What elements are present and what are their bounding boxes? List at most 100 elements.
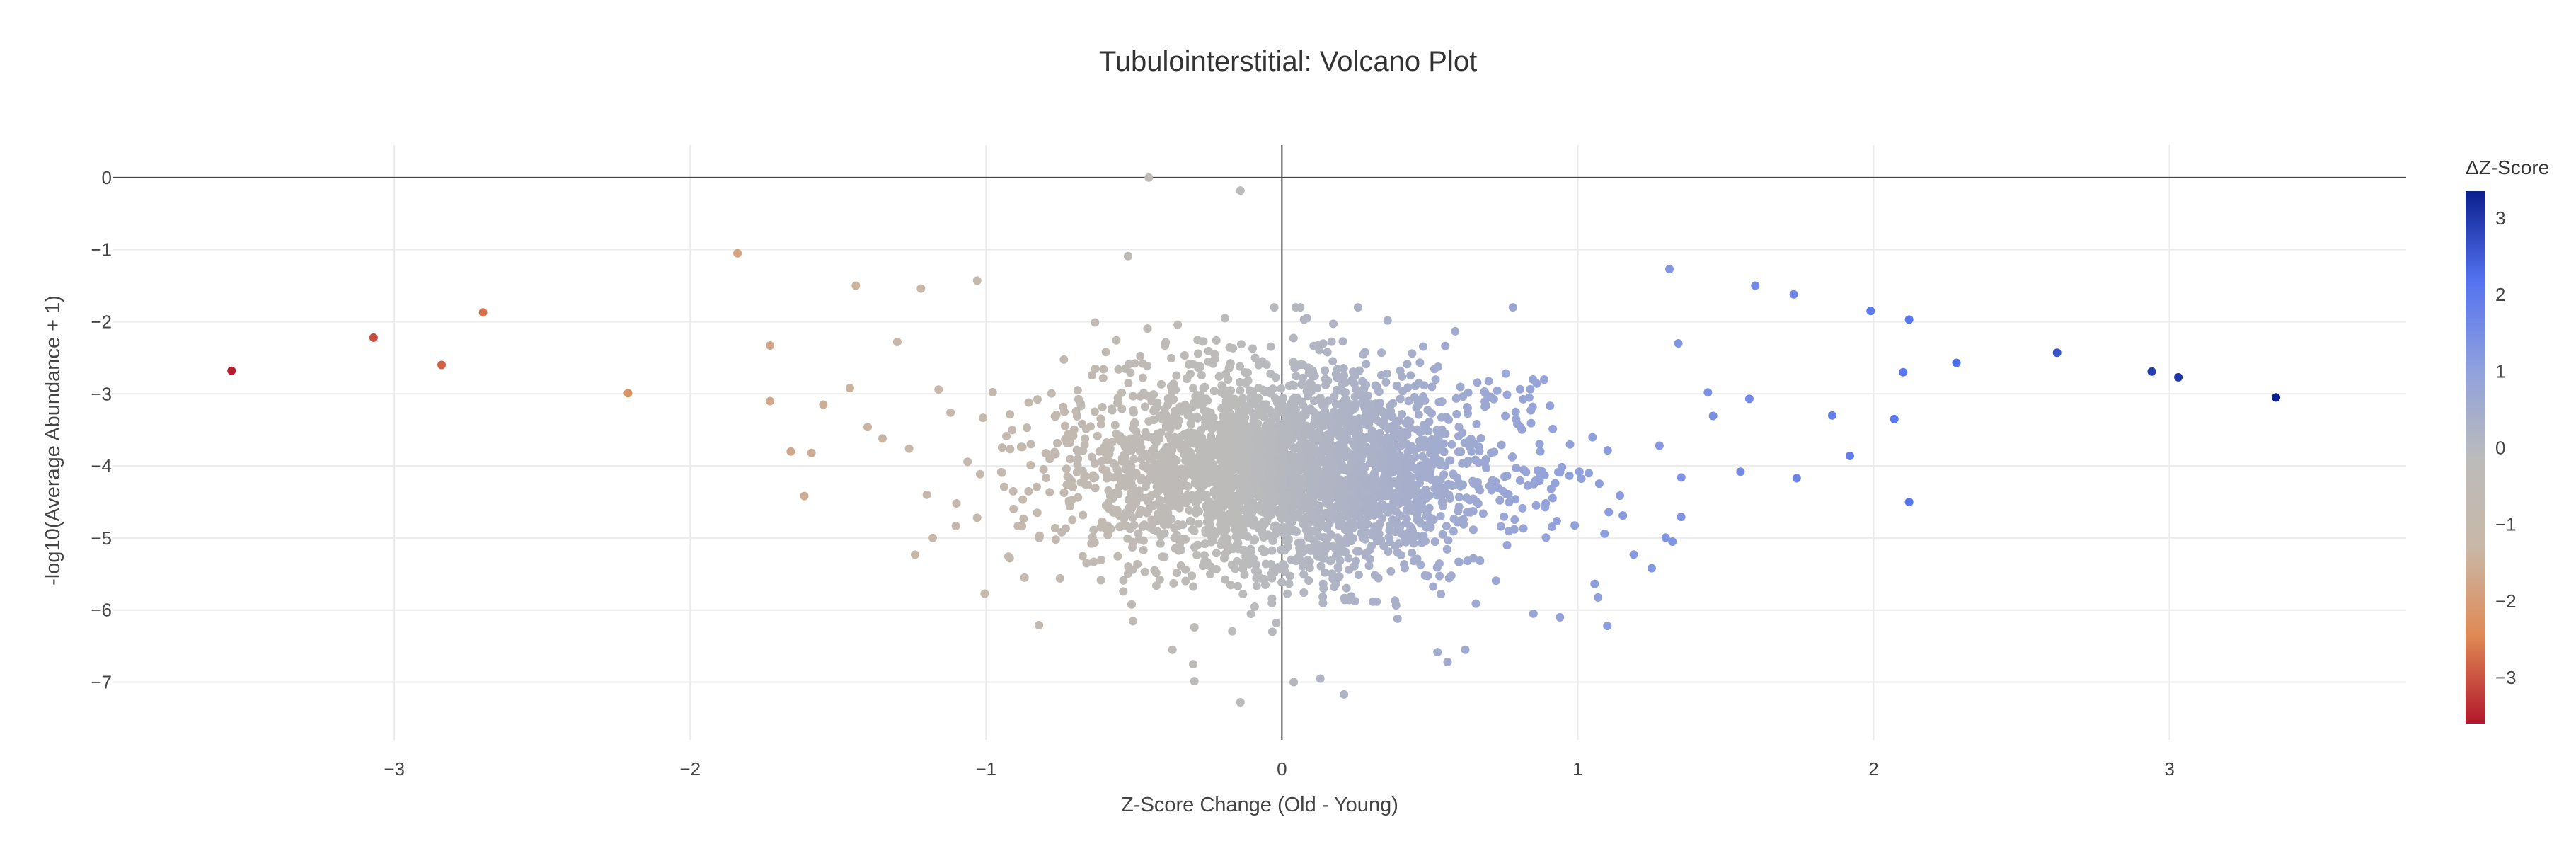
data-point[interactable]: [1403, 383, 1413, 392]
data-point[interactable]: [1325, 450, 1334, 459]
data-point[interactable]: [1369, 440, 1379, 450]
data-point[interactable]: [1744, 394, 1754, 404]
data-point[interactable]: [1343, 401, 1352, 410]
data-point[interactable]: [1463, 556, 1472, 566]
data-point[interactable]: [1315, 345, 1324, 355]
data-point[interactable]: [1252, 581, 1261, 590]
data-point[interactable]: [1299, 570, 1309, 579]
data-point[interactable]: [1096, 576, 1105, 585]
data-point[interactable]: [1904, 498, 1914, 506]
data-point[interactable]: [1417, 538, 1426, 547]
data-point[interactable]: [1129, 392, 1138, 401]
data-point[interactable]: [1444, 536, 1453, 545]
data-point[interactable]: [1103, 501, 1112, 510]
data-point[interactable]: [1307, 433, 1316, 442]
data-point[interactable]: [1124, 459, 1133, 469]
data-point[interactable]: [1150, 444, 1159, 453]
data-point[interactable]: [1039, 464, 1048, 474]
data-point[interactable]: [1190, 677, 1199, 686]
data-point[interactable]: [1087, 371, 1096, 380]
data-point[interactable]: [1250, 463, 1259, 472]
data-point[interactable]: [1529, 375, 1538, 384]
data-point[interactable]: [1024, 398, 1033, 407]
data-point[interactable]: [1202, 408, 1211, 417]
data-point[interactable]: [1091, 364, 1100, 373]
data-point[interactable]: [1078, 552, 1087, 561]
data-point[interactable]: [1183, 496, 1192, 506]
data-point[interactable]: [1289, 678, 1299, 687]
data-point[interactable]: [1327, 337, 1336, 346]
data-point[interactable]: [1438, 501, 1447, 510]
data-point[interactable]: [1193, 413, 1202, 423]
data-point[interactable]: [1268, 384, 1277, 394]
data-point[interactable]: [1331, 370, 1340, 379]
data-point[interactable]: [1226, 456, 1235, 465]
data-point[interactable]: [1515, 384, 1524, 394]
data-point[interactable]: [1273, 455, 1282, 464]
data-point[interactable]: [1355, 440, 1364, 450]
data-point[interactable]: [1168, 480, 1178, 489]
data-point[interactable]: [1261, 559, 1270, 569]
data-point[interactable]: [1275, 445, 1284, 454]
data-point[interactable]: [1098, 374, 1108, 383]
data-point[interactable]: [1515, 476, 1524, 485]
data-point[interactable]: [1409, 531, 1418, 540]
data-point[interactable]: [1091, 459, 1100, 468]
data-point[interactable]: [1548, 493, 1557, 503]
data-point[interactable]: [1235, 362, 1244, 371]
data-point[interactable]: [1674, 339, 1683, 348]
data-point[interactable]: [1369, 494, 1378, 503]
data-point[interactable]: [1243, 466, 1253, 475]
data-point[interactable]: [1042, 474, 1051, 483]
data-point[interactable]: [1439, 439, 1449, 448]
data-point[interactable]: [1401, 465, 1410, 474]
data-point[interactable]: [1553, 467, 1563, 476]
data-point[interactable]: [1321, 540, 1330, 549]
data-point[interactable]: [1316, 421, 1325, 430]
data-point[interactable]: [1454, 557, 1464, 566]
data-point[interactable]: [1238, 545, 1247, 554]
data-point[interactable]: [1316, 561, 1326, 571]
data-point[interactable]: [1603, 622, 1612, 631]
data-point[interactable]: [1454, 502, 1464, 511]
data-point[interactable]: [1393, 382, 1402, 391]
data-point[interactable]: [1363, 499, 1372, 508]
data-point[interactable]: [1139, 520, 1149, 530]
data-point[interactable]: [1416, 560, 1425, 569]
data-point[interactable]: [1430, 484, 1439, 493]
data-point[interactable]: [1321, 568, 1330, 577]
data-point[interactable]: [1221, 396, 1231, 406]
data-point[interactable]: [1302, 314, 1311, 323]
data-point[interactable]: [1101, 348, 1110, 357]
data-point[interactable]: [1234, 475, 1243, 484]
data-point[interactable]: [1425, 503, 1434, 513]
data-point[interactable]: [1371, 469, 1380, 479]
data-point[interactable]: [1319, 533, 1328, 542]
data-point[interactable]: [1244, 490, 1253, 499]
data-point[interactable]: [1388, 501, 1397, 510]
data-point[interactable]: [1311, 485, 1321, 494]
data-point[interactable]: [1362, 380, 1371, 389]
data-point[interactable]: [1473, 378, 1482, 387]
data-point[interactable]: [1789, 290, 1798, 299]
data-point[interactable]: [1502, 390, 1512, 399]
data-point[interactable]: [1352, 384, 1361, 394]
data-point[interactable]: [1311, 414, 1320, 423]
data-point[interactable]: [1112, 336, 1121, 345]
data-point[interactable]: [1186, 469, 1195, 479]
data-point[interactable]: [1540, 375, 1549, 384]
data-point[interactable]: [1341, 512, 1350, 521]
data-point[interactable]: [1114, 433, 1123, 442]
data-point[interactable]: [1248, 520, 1258, 530]
data-point[interactable]: [1248, 344, 1257, 353]
data-point[interactable]: [1414, 379, 1423, 388]
data-point[interactable]: [1219, 495, 1229, 504]
data-point[interactable]: [1388, 518, 1398, 527]
data-point[interactable]: [904, 444, 914, 453]
data-point[interactable]: [1541, 503, 1550, 512]
data-point[interactable]: [1491, 477, 1500, 486]
data-point[interactable]: [1511, 407, 1520, 416]
data-point[interactable]: [1408, 473, 1417, 482]
data-point[interactable]: [1443, 658, 1452, 667]
data-point[interactable]: [1180, 447, 1190, 457]
